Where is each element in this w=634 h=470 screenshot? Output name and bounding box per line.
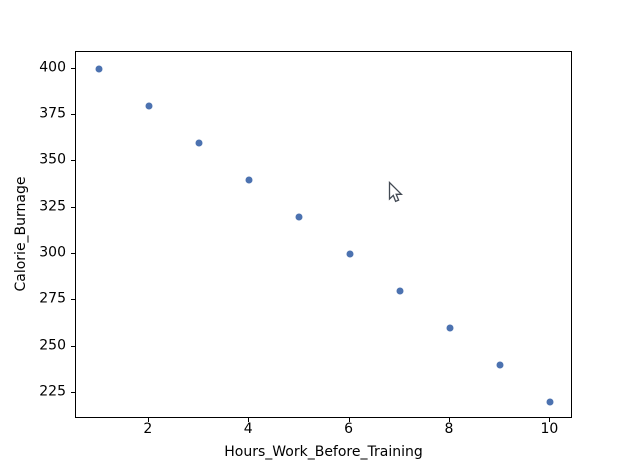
x-tick-label: 6 — [344, 421, 354, 437]
x-tick-label: 10 — [540, 421, 559, 437]
x-tick-mark — [449, 418, 450, 422]
x-tick-mark — [248, 418, 250, 422]
y-tick-mark — [71, 253, 75, 255]
y-tick-label: 225 — [39, 383, 66, 400]
y-tick-mark — [71, 392, 75, 394]
data-point — [95, 65, 103, 73]
y-tick-mark — [71, 299, 75, 301]
points-layer — [76, 52, 571, 417]
data-point — [195, 139, 203, 147]
data-point — [245, 176, 253, 184]
y-tick-mark — [71, 67, 75, 69]
data-point — [546, 398, 554, 406]
y-tick-label: 325 — [39, 198, 66, 215]
y-tick-mark — [71, 160, 75, 162]
y-tick-label: 375 — [39, 105, 66, 122]
y-tick-label: 250 — [39, 337, 66, 354]
data-point — [446, 324, 454, 332]
x-tick-label: 4 — [243, 421, 253, 437]
data-point — [295, 213, 303, 221]
y-tick-label: 300 — [39, 244, 66, 261]
x-tick-label: 2 — [143, 421, 153, 437]
x-tick-mark — [549, 418, 551, 422]
x-tick-label: 8 — [444, 421, 454, 437]
data-point — [346, 250, 354, 258]
y-tick-label: 400 — [39, 59, 66, 76]
data-point — [496, 361, 504, 369]
y-tick-label: 275 — [39, 290, 66, 307]
y-tick-mark — [71, 114, 75, 116]
y-tick-mark — [71, 206, 75, 208]
x-axis-label: Hours_Work_Before_Training — [224, 444, 423, 460]
data-point — [396, 287, 404, 295]
plot-area — [75, 51, 572, 418]
x-tick-mark — [348, 418, 350, 422]
y-tick-mark — [71, 345, 75, 347]
y-tick-label: 350 — [39, 151, 66, 168]
y-axis-label: Calorie_Burnage — [13, 176, 29, 292]
x-tick-mark — [147, 418, 149, 422]
data-point — [145, 102, 153, 110]
